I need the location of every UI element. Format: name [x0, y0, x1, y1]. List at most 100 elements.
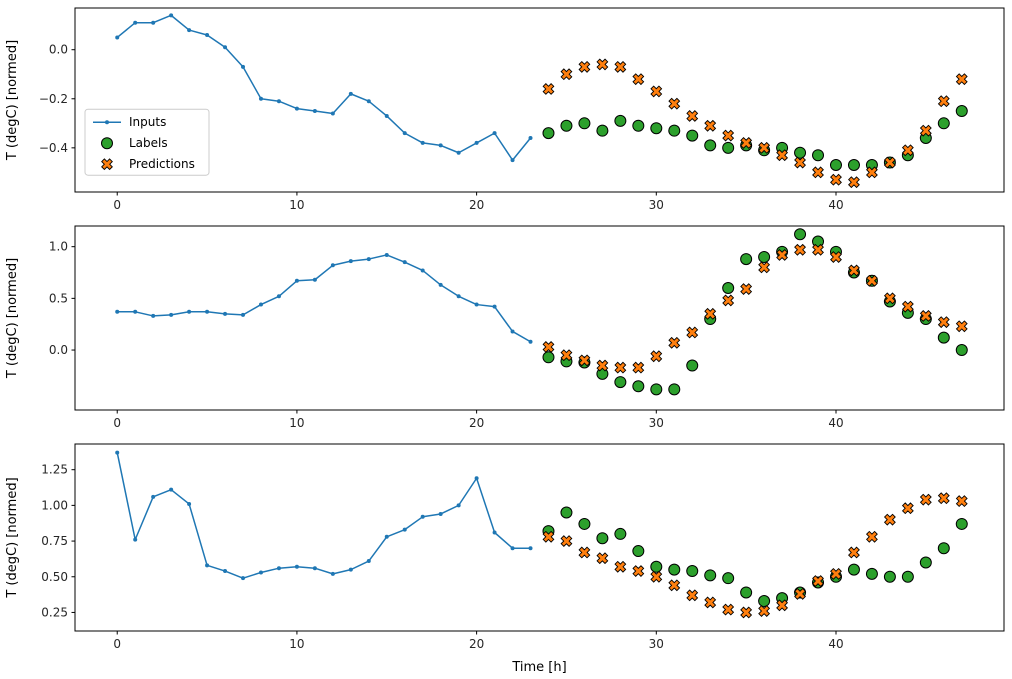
- x-tick-label: 30: [649, 198, 664, 212]
- labels-point: [829, 159, 842, 172]
- inputs-point: [474, 140, 479, 145]
- labels-point: [794, 228, 807, 241]
- predictions-point: [614, 361, 627, 374]
- predictions-point: [542, 341, 555, 353]
- inputs-point: [258, 570, 263, 575]
- labels-point: [686, 129, 699, 142]
- axes-spines: [74, 7, 1005, 193]
- inputs-point: [133, 309, 138, 314]
- legend-label: Labels: [129, 136, 168, 150]
- predictions-point: [812, 575, 824, 587]
- inputs-point: [151, 20, 156, 25]
- labels-point: [686, 359, 699, 372]
- predictions-point: [632, 361, 645, 374]
- inputs-line: [117, 254, 531, 343]
- inputs-point: [169, 487, 174, 492]
- inputs-line-series: [115, 13, 533, 163]
- x-tick-label: 0: [113, 637, 121, 651]
- labels-point: [632, 545, 645, 558]
- plot-area: [75, 444, 1004, 631]
- labels-point: [937, 117, 950, 130]
- inputs-point: [438, 143, 443, 148]
- inputs-point: [169, 312, 174, 317]
- predictions-point: [937, 316, 950, 329]
- predictions-point: [686, 589, 699, 602]
- predictions-point: [542, 83, 555, 95]
- predictions-point: [919, 309, 932, 322]
- y-axis-title: T (degC) [normed]: [5, 258, 20, 379]
- labels-point: [632, 119, 645, 132]
- predictions-point: [722, 603, 735, 616]
- predictions-point: [848, 264, 860, 277]
- predictions-point: [901, 502, 914, 515]
- predictions-point: [830, 567, 842, 580]
- inputs-point: [223, 569, 228, 574]
- predictions-point: [578, 60, 591, 73]
- predictions-points: [542, 58, 968, 189]
- inputs-point: [528, 136, 533, 141]
- predictions-point: [668, 336, 681, 349]
- labels-point: [668, 563, 681, 576]
- y-axis-title: T (degC) [normed]: [5, 40, 20, 161]
- y-tick-label: 0.50: [41, 570, 68, 584]
- inputs-point: [241, 312, 246, 317]
- predictions-point: [848, 546, 860, 559]
- inputs-point: [420, 268, 425, 273]
- predictions-points: [542, 492, 968, 619]
- inputs-point: [366, 559, 371, 564]
- predictions-point: [632, 73, 645, 86]
- inputs-point: [366, 99, 371, 104]
- predictions-point: [722, 129, 735, 142]
- inputs-line-series: [115, 450, 533, 581]
- predictions-point: [919, 124, 932, 137]
- inputs-point: [312, 109, 317, 114]
- labels-point: [614, 527, 627, 540]
- predictions-point: [794, 156, 806, 169]
- labels-point: [542, 351, 555, 364]
- inputs-point: [366, 257, 371, 262]
- predictions-point: [740, 606, 753, 619]
- legend: Inputs Labels Predictions: [84, 108, 210, 176]
- labels-point: [847, 159, 860, 172]
- inputs-point: [384, 113, 389, 118]
- predictions-point: [865, 166, 878, 179]
- predictions-point: [560, 535, 573, 548]
- inputs-point: [115, 309, 120, 314]
- legend-circle-sample: [101, 137, 113, 150]
- axes-spines: [74, 225, 1005, 411]
- inputs-point: [169, 13, 174, 18]
- y-axis: 0.25 0.50 0.75 1.00 1.25: [41, 463, 75, 619]
- labels-point: [812, 149, 825, 162]
- labels-point: [955, 344, 968, 357]
- labels-point: [578, 117, 591, 130]
- predictions-point: [596, 552, 609, 565]
- predictions-point: [955, 495, 968, 508]
- x-tick-label: 40: [828, 637, 843, 651]
- predictions-point: [937, 492, 950, 505]
- predictions-point: [812, 243, 824, 256]
- labels-point: [704, 569, 717, 582]
- y-tick-label: 0.0: [49, 343, 68, 357]
- inputs-point: [187, 501, 192, 506]
- labels-point: [578, 517, 591, 530]
- predictions-point: [883, 156, 896, 169]
- inputs-line: [116, 452, 531, 579]
- inputs-point: [330, 571, 335, 576]
- predictions-point: [650, 570, 663, 583]
- subplot-top-temperature: 0 10 20 30 40 0.0 −0.2 −0.4 T (degC) [normed] Inp…: [0, 0, 1012, 218]
- labels-point: [686, 565, 699, 578]
- predictions-point: [704, 119, 717, 132]
- x-tick-label: 20: [469, 198, 484, 212]
- inputs-point: [456, 503, 461, 508]
- y-tick-label: 1.0: [49, 240, 68, 254]
- x-tick-label: 10: [289, 637, 304, 651]
- labels-point: [794, 146, 807, 159]
- inputs-point: [294, 106, 299, 111]
- predictions-point: [901, 300, 914, 313]
- predictions-point: [686, 326, 699, 339]
- predictions-point: [830, 251, 842, 263]
- predictions-point: [776, 149, 789, 162]
- predictions-point: [794, 587, 806, 600]
- inputs-point: [151, 313, 156, 318]
- inputs-point: [438, 511, 443, 516]
